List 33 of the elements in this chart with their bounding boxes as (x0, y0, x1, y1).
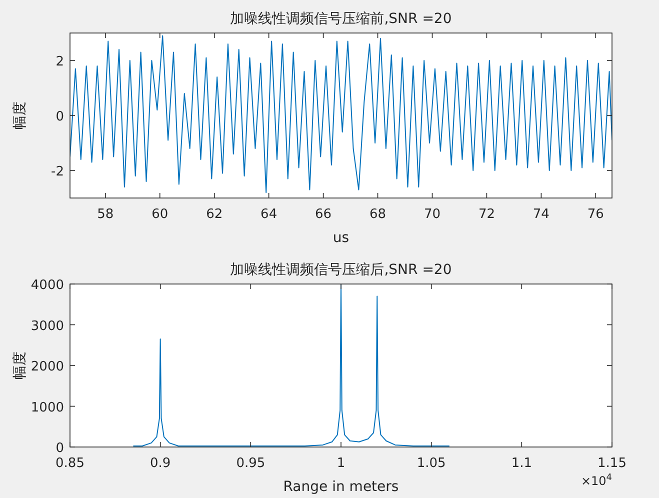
x-tick-label: 60 (152, 207, 168, 222)
y-tick-label: 4000 (30, 278, 64, 293)
y-tick-label: 0 (56, 441, 64, 456)
x-tick-label: 0.95 (236, 456, 266, 471)
x-tick-label: 0.85 (56, 456, 84, 471)
y-tick-label: 2000 (30, 360, 64, 374)
chart-title: 加噪线性调频信号压缩前,SNR =20 (230, 11, 452, 27)
x-axis-title: Range in meters (283, 479, 399, 495)
x-tick-label: 0.9 (150, 456, 171, 471)
x-tick-label: 1.1 (511, 456, 532, 471)
x-tick-label: 74 (532, 207, 550, 222)
x-tick-label: 64 (260, 207, 278, 222)
x-tick-label: 66 (315, 207, 332, 222)
x-tick-label: 62 (206, 207, 223, 222)
x-tick-label: 58 (97, 207, 114, 222)
y-tick-label: 2 (56, 54, 64, 70)
chart-title: 加噪线性调频信号压缩后,SNR =20 (230, 262, 452, 278)
y-tick-label: 0 (56, 110, 64, 124)
x-tick-label: 1.05 (416, 456, 446, 471)
y-axis-title: 幅度 (12, 102, 28, 130)
x-tick-label: 70 (424, 207, 441, 222)
x-tick-label: 68 (369, 207, 386, 222)
y-tick-label: 3000 (30, 318, 64, 334)
y-tick-label: 1000 (30, 400, 64, 416)
y-axis-title: 幅度 (12, 352, 28, 380)
x-axis-title: us (332, 230, 350, 246)
x-tick-label: 72 (478, 207, 495, 222)
line-series (70, 35, 612, 193)
x-tick-label: 1 (336, 456, 346, 471)
x-tick-label: 76 (587, 207, 604, 222)
y-tick-label: -2 (51, 164, 64, 180)
x-tick-label: 1.15 (598, 456, 626, 471)
text: ×10$^{4}$ (580, 473, 612, 488)
